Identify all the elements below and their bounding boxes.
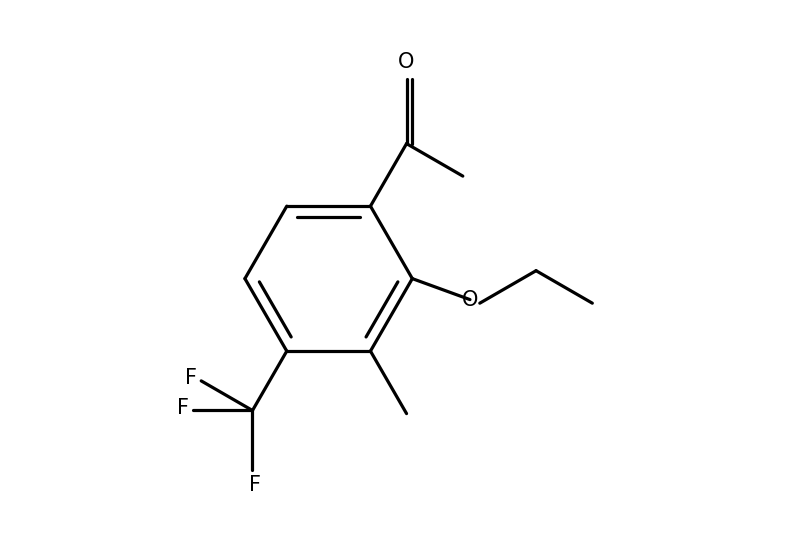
Text: F: F bbox=[177, 398, 189, 418]
Text: F: F bbox=[185, 368, 197, 388]
Text: F: F bbox=[249, 475, 261, 495]
Text: O: O bbox=[462, 290, 478, 310]
Text: O: O bbox=[399, 52, 414, 72]
